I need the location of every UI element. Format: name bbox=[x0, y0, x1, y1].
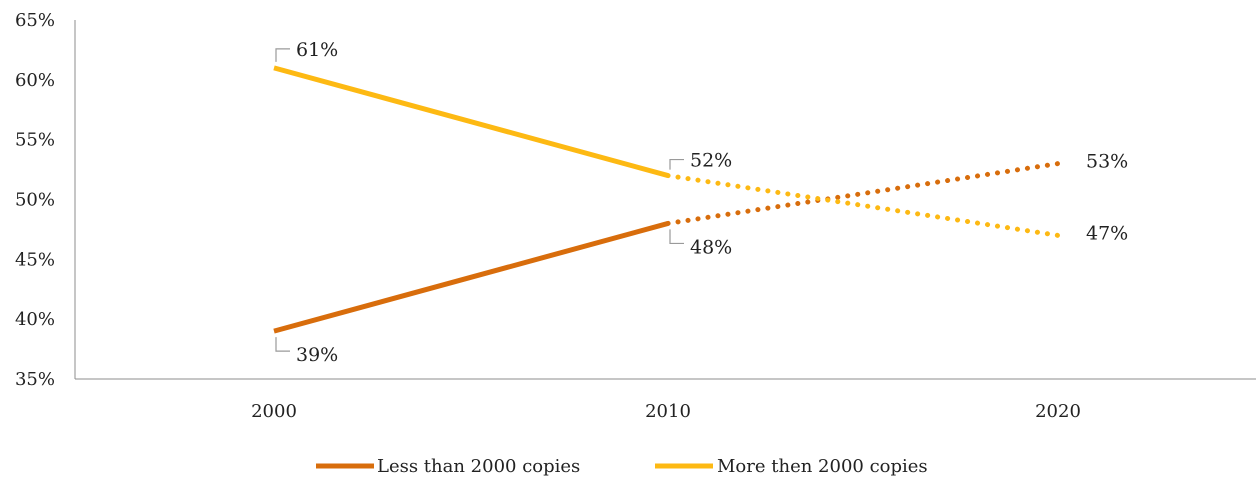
data-labels: 39% 48% 53% 61% 52% 47% bbox=[275, 39, 1128, 366]
series-line-projected bbox=[665, 173, 1061, 238]
y-tick-label: 45% bbox=[15, 249, 55, 270]
label-leader bbox=[669, 158, 684, 170]
data-label: 61% bbox=[296, 39, 338, 61]
data-label: 52% bbox=[690, 150, 732, 172]
x-tick-label: 2020 bbox=[1035, 401, 1081, 422]
data-label: 47% bbox=[1086, 222, 1128, 244]
x-tick-label: 2000 bbox=[251, 401, 297, 422]
axes bbox=[74, 20, 1256, 380]
data-label: 39% bbox=[296, 344, 338, 366]
series-1 bbox=[273, 161, 1061, 334]
data-label: 53% bbox=[1086, 151, 1128, 173]
legend-item: Less than 2000 copies bbox=[316, 456, 580, 477]
label-leader bbox=[275, 337, 290, 352]
data-label: 48% bbox=[690, 236, 732, 258]
label-leader bbox=[669, 229, 684, 245]
y-tick-label: 65% bbox=[15, 10, 55, 31]
series-line-solid bbox=[273, 221, 669, 334]
label-leader bbox=[275, 48, 290, 62]
y-tick-label: 40% bbox=[15, 309, 55, 330]
x-tick-labels: 2000 2010 2020 bbox=[251, 401, 1081, 422]
legend-label: Less than 2000 copies bbox=[377, 456, 580, 477]
series-2 bbox=[273, 65, 1061, 238]
y-tick-label: 60% bbox=[15, 70, 55, 91]
y-tick-labels: 35% 40% 45% 50% 55% 60% 65% bbox=[15, 10, 55, 390]
legend: Less than 2000 copies More then 2000 copi… bbox=[316, 456, 928, 477]
x-tick-label: 2010 bbox=[645, 401, 691, 422]
series bbox=[273, 65, 1061, 334]
y-tick-label: 50% bbox=[15, 190, 55, 211]
legend-item: More then 2000 copies bbox=[655, 456, 928, 477]
y-tick-label: 35% bbox=[15, 369, 55, 390]
series-line-solid bbox=[273, 65, 669, 178]
y-tick-label: 55% bbox=[15, 130, 55, 151]
legend-label: More then 2000 copies bbox=[717, 456, 928, 477]
series-line-projected bbox=[665, 161, 1061, 226]
